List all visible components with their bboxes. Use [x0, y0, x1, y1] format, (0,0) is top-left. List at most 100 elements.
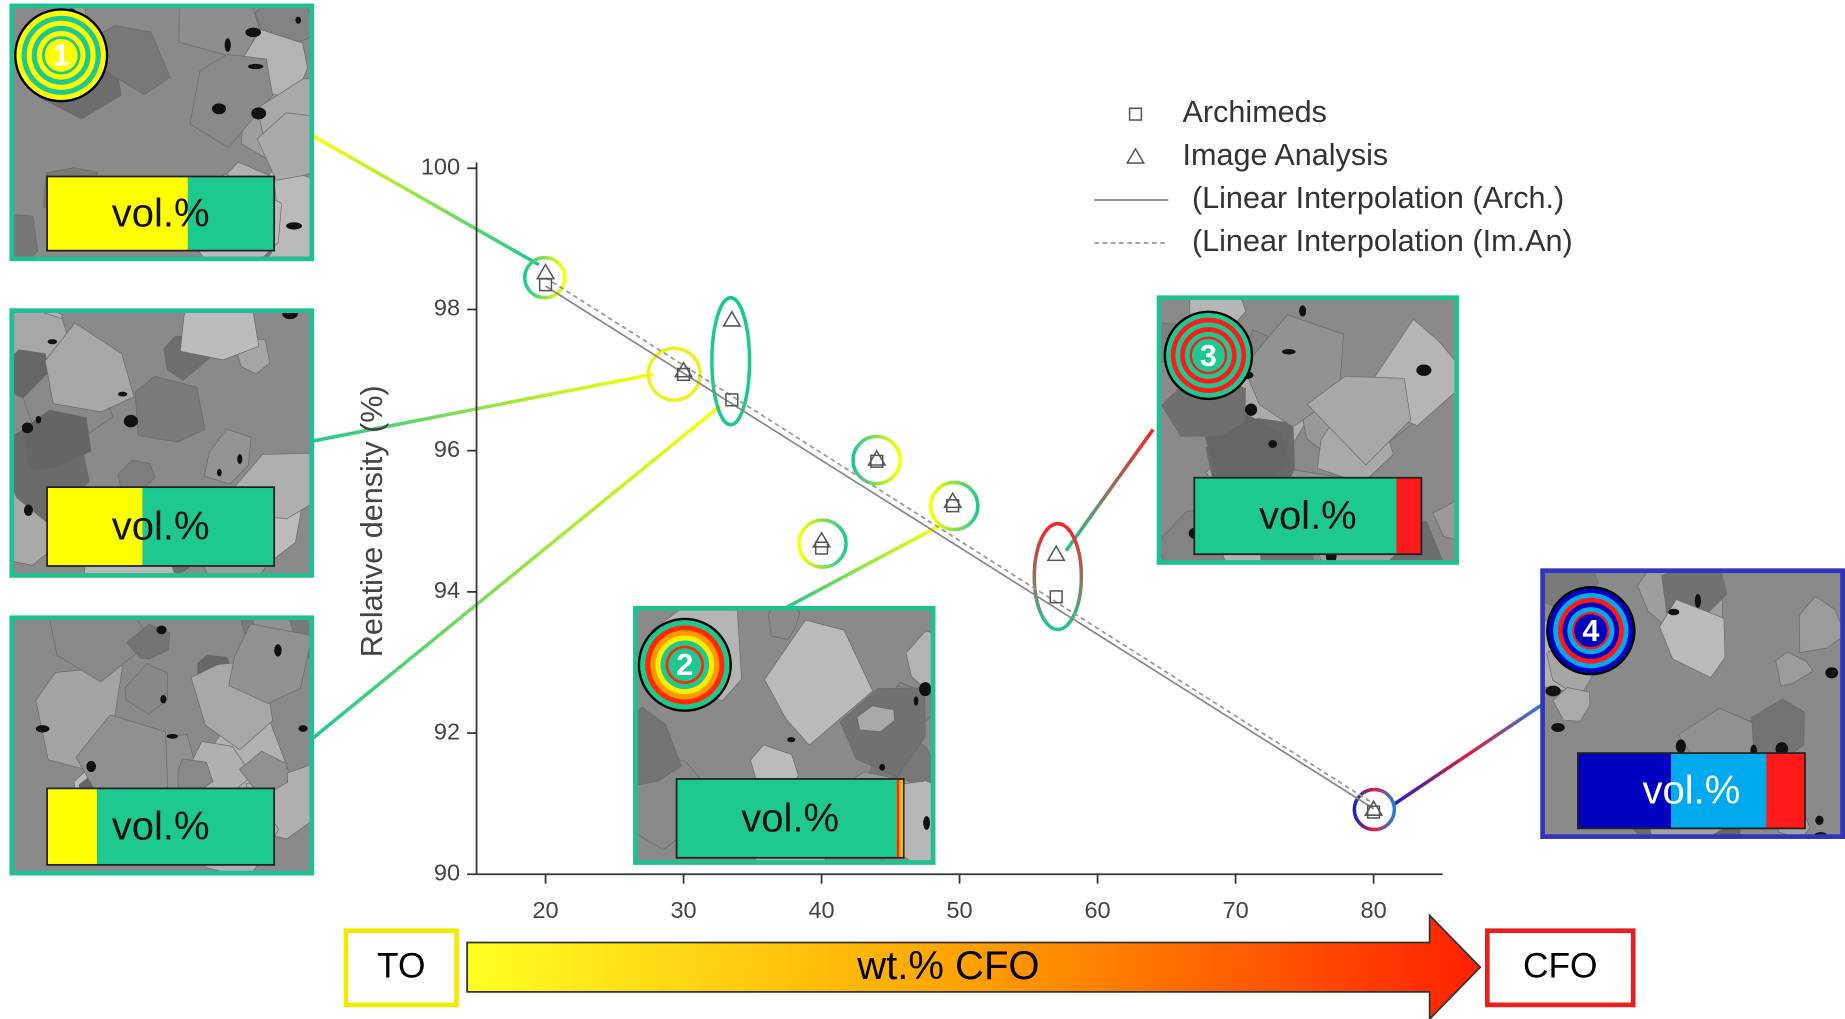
volume-fraction-segment: [47, 487, 143, 566]
triangle-marker: [722, 310, 742, 327]
pore: [1416, 364, 1432, 376]
end-label: CFO: [1523, 947, 1597, 986]
bar-label: vol.%: [1259, 494, 1357, 538]
y-tick-label: 94: [434, 577, 460, 603]
volume-fraction-segment: [1766, 753, 1805, 829]
legend-marker: [1125, 147, 1146, 164]
volume-fraction-segment: [1577, 753, 1672, 829]
grain: [134, 375, 206, 443]
grain: [1798, 595, 1843, 653]
square-marker: [1049, 590, 1063, 604]
pore: [35, 725, 50, 733]
pore: [1775, 742, 1789, 756]
connector: [310, 133, 540, 267]
volume-fraction-segment: [901, 778, 904, 858]
connector: [310, 404, 722, 741]
pore: [156, 625, 167, 635]
triangle-marker: [943, 491, 963, 509]
pore: [1668, 608, 1680, 616]
composition-arrow: TO wt.% CFO CFO: [343, 913, 1636, 1019]
legend-marker: [1128, 107, 1143, 121]
grain: [44, 322, 135, 413]
pore: [913, 696, 919, 706]
triangle-marker: [673, 361, 694, 378]
badge-number: 2: [676, 648, 693, 682]
pore: [224, 38, 231, 52]
micrograph-inset: vol.% 3: [1156, 295, 1460, 565]
pore: [1545, 685, 1561, 697]
point-highlight: [851, 434, 902, 486]
pore: [274, 644, 282, 657]
bar-label: vol.%: [112, 805, 210, 849]
pore: [35, 415, 42, 424]
pore: [118, 391, 128, 397]
grain: [1552, 687, 1591, 722]
pore: [919, 682, 932, 697]
pore: [247, 63, 264, 70]
x-tick-label: 70: [1222, 897, 1248, 923]
bar-border: [1577, 752, 1806, 830]
pore: [216, 468, 222, 477]
start-label: TO: [377, 947, 425, 986]
micrograph-inset: vol.%: [9, 615, 315, 876]
y-tick-label: 100: [421, 153, 460, 179]
bar-border: [675, 778, 905, 859]
badge-number: 3: [1200, 339, 1217, 373]
x-tick-label: 80: [1360, 897, 1386, 923]
grain: [179, 310, 260, 361]
plot: 90 92 94 96 98 100 20 30 40 50 60 70 80 Archimeds Imag…: [421, 95, 1573, 923]
micrograph-inset: vol.% 1: [9, 3, 315, 262]
interpolation-line: [545, 276, 1375, 805]
inset-border: [1540, 568, 1845, 839]
grain: [228, 623, 312, 704]
start-box: [343, 928, 459, 1008]
volume-fraction-segment: [1671, 753, 1767, 829]
inset-border: [1156, 295, 1460, 565]
x-tick-label: 40: [808, 897, 834, 923]
y-axis-label: Relative density (%): [355, 385, 389, 657]
pore: [211, 103, 227, 115]
pore: [1299, 305, 1307, 317]
pore: [879, 763, 886, 771]
badge-number: 4: [1582, 614, 1599, 648]
connector: [781, 523, 943, 612]
bar-label: vol.%: [112, 191, 210, 235]
pore: [237, 454, 243, 465]
point-highlight: [928, 480, 980, 532]
legend-label: Archimeds: [1183, 95, 1327, 129]
badge-core: [44, 38, 78, 72]
point-highlight: [1352, 787, 1397, 832]
badge-core: [1574, 614, 1608, 648]
point-highlight: [523, 255, 567, 300]
square-marker: [946, 499, 960, 513]
grain: [203, 428, 252, 485]
grain: [635, 706, 682, 786]
grain: [764, 619, 874, 746]
pore: [21, 422, 34, 434]
grain: [124, 663, 168, 715]
pore: [245, 27, 261, 38]
inset-border: [9, 615, 315, 876]
inset-border: [633, 605, 936, 865]
volume-fraction-segment: [47, 788, 98, 865]
bar-label: vol.%: [112, 504, 210, 548]
volume-fraction-segment: [676, 778, 897, 858]
pore: [47, 339, 58, 345]
triangle-marker: [811, 531, 832, 548]
x-tick-label: 50: [946, 897, 972, 923]
volume-fraction-segment: [142, 487, 275, 566]
legend-label: (Linear Interpolation (Arch.): [1192, 181, 1564, 215]
grain: [1306, 375, 1412, 466]
grain: [1432, 501, 1457, 540]
grain: [856, 705, 895, 733]
inset-border: [9, 308, 315, 578]
y-tick-label: 98: [434, 295, 460, 321]
grain: [768, 608, 801, 640]
pore: [298, 725, 308, 732]
x-tick-label: 30: [670, 897, 696, 923]
point-highlight: [797, 518, 848, 569]
pore: [123, 414, 138, 428]
pore: [1281, 349, 1296, 355]
volume-fraction-segment: [1396, 477, 1422, 555]
